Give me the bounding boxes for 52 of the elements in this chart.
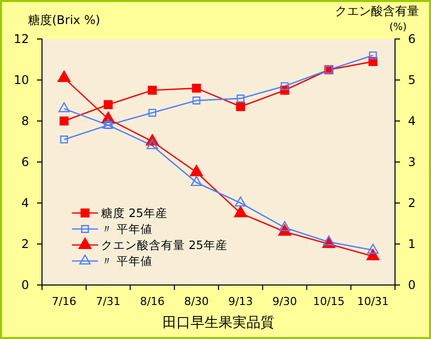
x-tick-label: 8/16 <box>140 294 165 308</box>
point <box>367 244 379 254</box>
y-tick-label: 10 <box>14 72 29 87</box>
point <box>58 102 70 112</box>
y-tick-label: 12 <box>14 32 29 46</box>
y2-tick-label: 5 <box>408 72 416 87</box>
point <box>236 94 245 102</box>
y2-tick-label: 0 <box>408 278 416 292</box>
x-tick-label: 10/31 <box>357 294 389 308</box>
legend-label: 〃 平年値 <box>101 254 153 268</box>
point <box>278 221 290 232</box>
x-tick-label: 7/16 <box>52 294 76 308</box>
y2-tick-label: 3 <box>408 154 416 169</box>
legend-label: クエン酸含有量 25年産 <box>101 238 228 252</box>
y-tick-label: 2 <box>21 236 29 251</box>
point <box>192 84 201 93</box>
y2-tick-label: 2 <box>408 196 416 210</box>
point <box>323 235 335 246</box>
y-tick-label: 0 <box>21 278 29 292</box>
y-tick-label: 4 <box>21 196 29 210</box>
y2-tick-label: 1 <box>408 236 416 251</box>
point <box>190 164 203 176</box>
x-tick-label: 9/30 <box>272 294 298 308</box>
point <box>190 176 202 186</box>
legend-label: 糖度 25年産 <box>101 206 168 220</box>
point <box>148 108 156 117</box>
x-tick-label: 9/13 <box>228 294 253 308</box>
x-tick-label: 8/30 <box>184 294 209 308</box>
point <box>366 248 380 260</box>
legend-label: 〃 平年値 <box>101 222 153 236</box>
y-tick-label: 8 <box>21 114 29 128</box>
point <box>60 116 69 126</box>
x-tick-label: 10/15 <box>312 294 345 308</box>
point <box>280 82 289 90</box>
y2-tick-label: 6 <box>408 32 416 46</box>
point <box>192 96 200 104</box>
x-axis-title: 田口早生果実品質 <box>162 315 274 331</box>
point <box>102 118 114 129</box>
y2-axis-title: クエン酸含有量 (%) <box>335 4 419 33</box>
point <box>60 135 68 144</box>
y-tick-label: 6 <box>21 154 29 169</box>
y-axis-title: 糖度(Brix %) <box>28 13 100 27</box>
point <box>236 102 246 112</box>
x-tick-label: 7/31 <box>96 294 121 308</box>
point <box>234 196 246 207</box>
point <box>148 86 157 95</box>
point <box>368 51 377 60</box>
point <box>58 70 71 82</box>
point <box>234 206 248 218</box>
y2-tick-label: 4 <box>408 114 416 128</box>
point <box>146 139 158 150</box>
point <box>104 100 113 110</box>
